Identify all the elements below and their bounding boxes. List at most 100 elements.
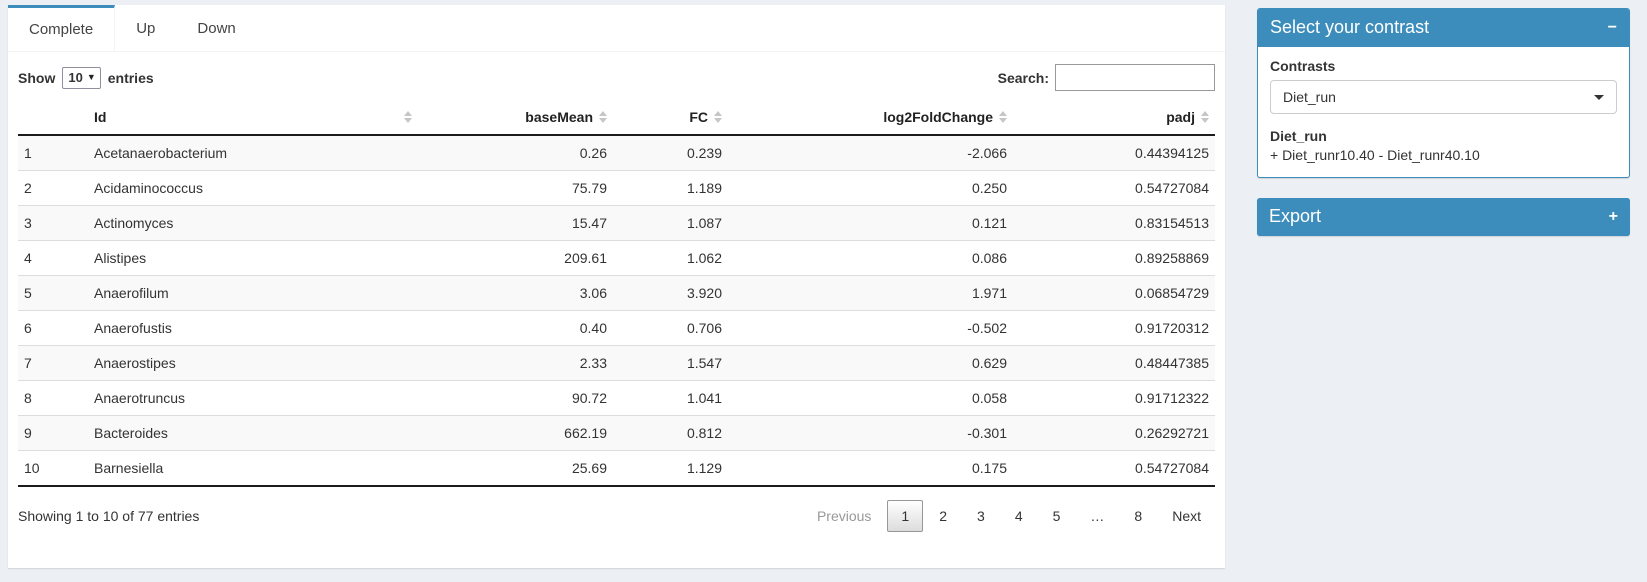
cell-padj: 0.54727084 — [1013, 170, 1215, 206]
results-panel: Complete Up Down Show 10 ▼ entries Search:… — [8, 5, 1225, 568]
cell-num: 9 — [18, 415, 88, 451]
page-size-select[interactable]: 10 ▼ — [62, 66, 101, 89]
column-header-fc[interactable]: FC — [613, 101, 728, 136]
table-row: 5 Anaerofilum 3.06 3.920 1.971 0.06854729 — [18, 275, 1215, 311]
cell-padj: 0.83154513 — [1013, 205, 1215, 241]
cell-log2fc: 0.250 — [728, 170, 1013, 206]
cell-baseMean: 75.79 — [418, 170, 613, 206]
cell-num: 5 — [18, 275, 88, 311]
collapse-icon[interactable]: − — [1607, 18, 1617, 36]
cell-num: 2 — [18, 170, 88, 206]
cell-fc: 3.920 — [613, 275, 728, 311]
cell-baseMean: 209.61 — [418, 240, 613, 276]
page-button-8[interactable]: 8 — [1134, 508, 1143, 524]
export-box-header[interactable]: Export + — [1257, 198, 1630, 236]
cell-num: 10 — [18, 450, 88, 487]
column-label: Id — [94, 109, 107, 125]
cell-fc: 1.547 — [613, 345, 728, 381]
contrast-box-header[interactable]: Select your contrast − — [1258, 9, 1629, 47]
cell-num: 4 — [18, 240, 88, 276]
datatable-footer: Showing 1 to 10 of 77 entries Previous 1 2… — [18, 487, 1215, 544]
page-button-2[interactable]: 2 — [939, 508, 948, 524]
cell-baseMean: 90.72 — [418, 380, 613, 416]
contrast-select[interactable]: Diet_run — [1270, 80, 1617, 114]
cell-baseMean: 662.19 — [418, 415, 613, 451]
cell-baseMean: 15.47 — [418, 205, 613, 241]
cell-num: 6 — [18, 310, 88, 346]
tab-bar: Complete Up Down — [8, 5, 1225, 52]
tab-complete[interactable]: Complete — [8, 5, 116, 51]
cell-id: Anaerotruncus — [88, 380, 418, 416]
cell-id: Barnesiella — [88, 450, 418, 487]
select-arrow-icon: ▼ — [86, 72, 96, 82]
cell-log2fc: -0.301 — [728, 415, 1013, 451]
contrast-name: Diet_run — [1270, 128, 1327, 144]
cell-log2fc: 0.086 — [728, 240, 1013, 276]
table-info: Showing 1 to 10 of 77 entries — [18, 508, 200, 524]
cell-fc: 0.812 — [613, 415, 728, 451]
tab-down[interactable]: Down — [197, 20, 236, 37]
page-button-3[interactable]: 3 — [977, 508, 985, 524]
cell-padj: 0.26292721 — [1013, 415, 1215, 451]
page-button-…: … — [1090, 508, 1105, 524]
page-button-5[interactable]: 5 — [1052, 508, 1061, 524]
column-label: baseMean — [525, 109, 593, 125]
search-input[interactable] — [1055, 64, 1215, 91]
search-control: Search: — [998, 64, 1215, 91]
contrast-info: Diet_run + Diet_runr10.40 - Diet_runr40.… — [1270, 128, 1617, 163]
column-label: padj — [1166, 109, 1195, 125]
cell-padj: 0.44394125 — [1135, 145, 1209, 161]
chevron-down-icon — [1594, 94, 1604, 100]
sidebar: Select your contrast − Contrasts Diet_ru… — [1257, 8, 1630, 236]
page-button-1[interactable]: 1 — [887, 500, 924, 532]
show-label: Show — [18, 69, 56, 86]
column-header — [18, 101, 88, 136]
tab-up[interactable]: Up — [136, 20, 156, 37]
table-row: 4 Alistipes 209.61 1.062 0.086 0.89258869 — [18, 240, 1215, 276]
table-row: 6 Anaerofustis 0.40 0.706 -0.502 0.91720312 — [18, 310, 1215, 346]
column-label: FC — [689, 109, 708, 125]
cell-log2fc: 0.121 — [728, 205, 1013, 241]
cell-num: 7 — [18, 345, 88, 381]
column-header-basemean[interactable]: baseMean — [418, 101, 613, 136]
cell-fc: 1.189 — [613, 170, 728, 206]
column-label: log2FoldChange — [883, 109, 993, 125]
contrasts-label: Contrasts — [1270, 58, 1336, 74]
table-row: 9 Bacteroides 662.19 0.812 -0.301 0.26292721 — [18, 415, 1215, 451]
cell-padj: 0.48447385 — [1013, 345, 1215, 381]
cell-fc: 1.062 — [613, 240, 728, 276]
column-header-log2foldchange[interactable]: log2FoldChange — [728, 101, 1013, 136]
page-button-4[interactable]: 4 — [1014, 508, 1023, 524]
column-header-padj[interactable]: padj — [1013, 101, 1215, 136]
expand-icon[interactable]: + — [1608, 207, 1618, 225]
entries-label: entries — [107, 69, 154, 86]
cell-fc: 1.129 — [613, 450, 728, 487]
sort-icon — [1201, 111, 1209, 123]
cell-padj: 0.89258869 — [1013, 240, 1215, 276]
cell-baseMean: 0.40 — [418, 310, 613, 346]
cell-id: Anaerostipes — [88, 345, 418, 381]
contrast-box-body: Contrasts Diet_run Diet_run + Diet_runr1… — [1258, 47, 1629, 177]
cell-id: Anaerofustis — [88, 310, 418, 346]
cell-log2fc: 0.175 — [728, 450, 1013, 487]
table-row: 3 Actinomyces 15.47 1.087 0.121 0.83154513 — [18, 205, 1215, 241]
cell-log2fc: 1.971 — [728, 275, 1013, 311]
contrast-select-value: Diet_run — [1283, 89, 1336, 105]
cell-baseMean: 2.33 — [418, 345, 613, 381]
table-row: 1 Acetanaerobacterium 0.26 0.239 -2.066 0.443… — [18, 135, 1215, 171]
cell-log2fc: -0.502 — [728, 310, 1013, 346]
cell-fc: 0.706 — [613, 310, 728, 346]
table-row: 10 Barnesiella 25.69 1.129 0.175 0.54727084 — [18, 450, 1215, 487]
cell-baseMean: 25.69 — [418, 450, 613, 487]
cell-id: Anaerofilum — [88, 275, 418, 311]
cell-id: Acidaminococcus — [88, 170, 418, 206]
results-table: Id baseMean FC log2FoldChange padj 1 Acetanae… — [18, 101, 1215, 487]
cell-num: 8 — [18, 380, 88, 416]
contrast-formula: + Diet_runr10.40 - Diet_runr40.10 — [1270, 147, 1480, 163]
page-button-previous: Previous — [816, 508, 872, 524]
page-button-next[interactable]: Next — [1172, 508, 1201, 524]
cell-log2fc: -2.066 — [967, 145, 1007, 161]
page-length-control: Show 10 ▼ entries — [18, 66, 154, 89]
page-size-value: 10 — [68, 69, 83, 85]
column-header-id[interactable]: Id — [88, 101, 418, 136]
